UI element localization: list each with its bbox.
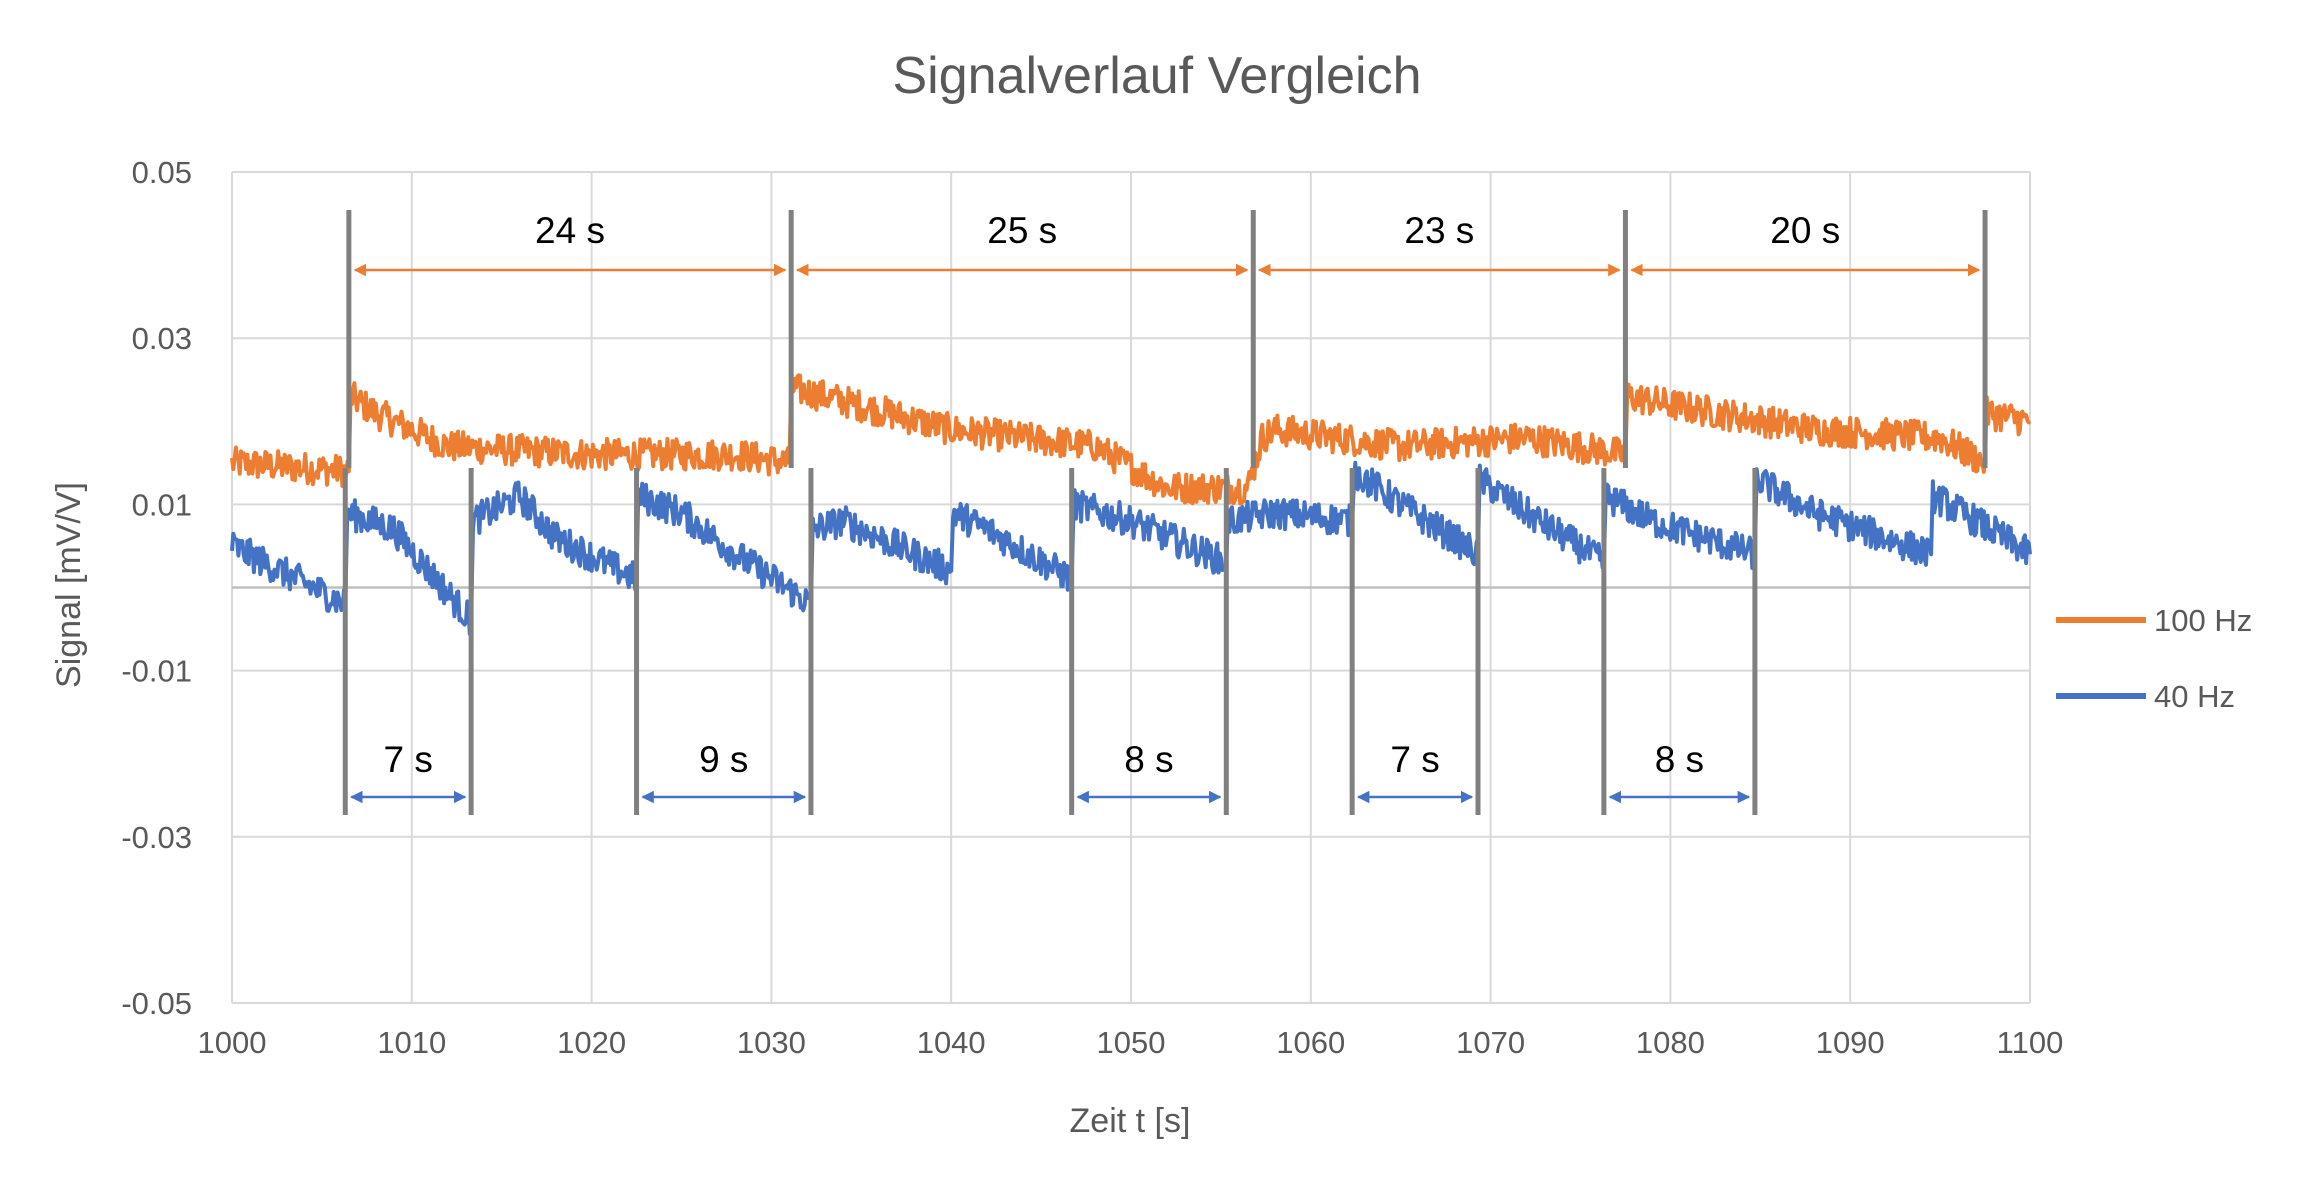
x-tick-label: 1030 [737,1025,806,1060]
series-layer [230,373,2032,636]
y-tick-label: 0.03 [132,321,192,356]
y-tick-label: -0.01 [121,654,192,689]
y-tick-label: 0.01 [132,487,192,522]
period-100hz-interval-label: 25 s [987,210,1057,251]
period-100hz-interval-label: 23 s [1404,210,1474,251]
grid [231,171,2031,1004]
period-100hz-interval-label: 24 s [535,210,605,251]
period-40hz-interval-label: 7 s [1390,739,1439,780]
legend-label: 100 Hz [2154,603,2252,638]
series-line-40hz [230,460,2032,636]
x-tick-label: 1000 [198,1025,267,1060]
x-tick-label: 1040 [917,1025,986,1060]
x-tick-label: 1090 [1816,1025,1885,1060]
annotation-markers: 24 s 25 s 23 s 20 s 7 s 9 s 8 s 7 s 8 s [342,210,1988,815]
legend-label: 40 Hz [2154,679,2235,714]
x-axis-title: Zeit t [s] [1070,1102,1191,1140]
y-axis-title: Signal [mV/V] [50,482,88,688]
x-tick-label: 1060 [1276,1025,1345,1060]
x-tick-label: 1020 [557,1025,626,1060]
series-line-100hz [230,373,2032,506]
period-40hz-interval-label: 8 s [1124,739,1173,780]
x-tick-label: 1100 [1997,1025,2064,1060]
axes: 1000 1010 1020 1030 1040 1050 1060 1070 1080 1090… [121,155,2063,1060]
x-tick-label: 1070 [1456,1025,1525,1060]
x-tick-label: 1050 [1097,1025,1166,1060]
y-tick-label: -0.03 [121,820,192,855]
y-tick-label: 0.05 [132,155,192,190]
legend: 100 Hz 40 Hz [2056,603,2252,714]
x-tick-label: 1080 [1636,1025,1705,1060]
y-tick-label: -0.05 [121,986,192,1021]
period-40hz-interval-label: 8 s [1655,739,1704,780]
chart-title: Signalverlauf Vergleich [893,47,1422,105]
period-40hz-interval-label: 9 s [699,739,748,780]
x-tick-label: 1010 [377,1025,446,1060]
period-40hz-interval-label: 7 s [384,739,433,780]
period-100hz-interval-label: 20 s [1770,210,1840,251]
